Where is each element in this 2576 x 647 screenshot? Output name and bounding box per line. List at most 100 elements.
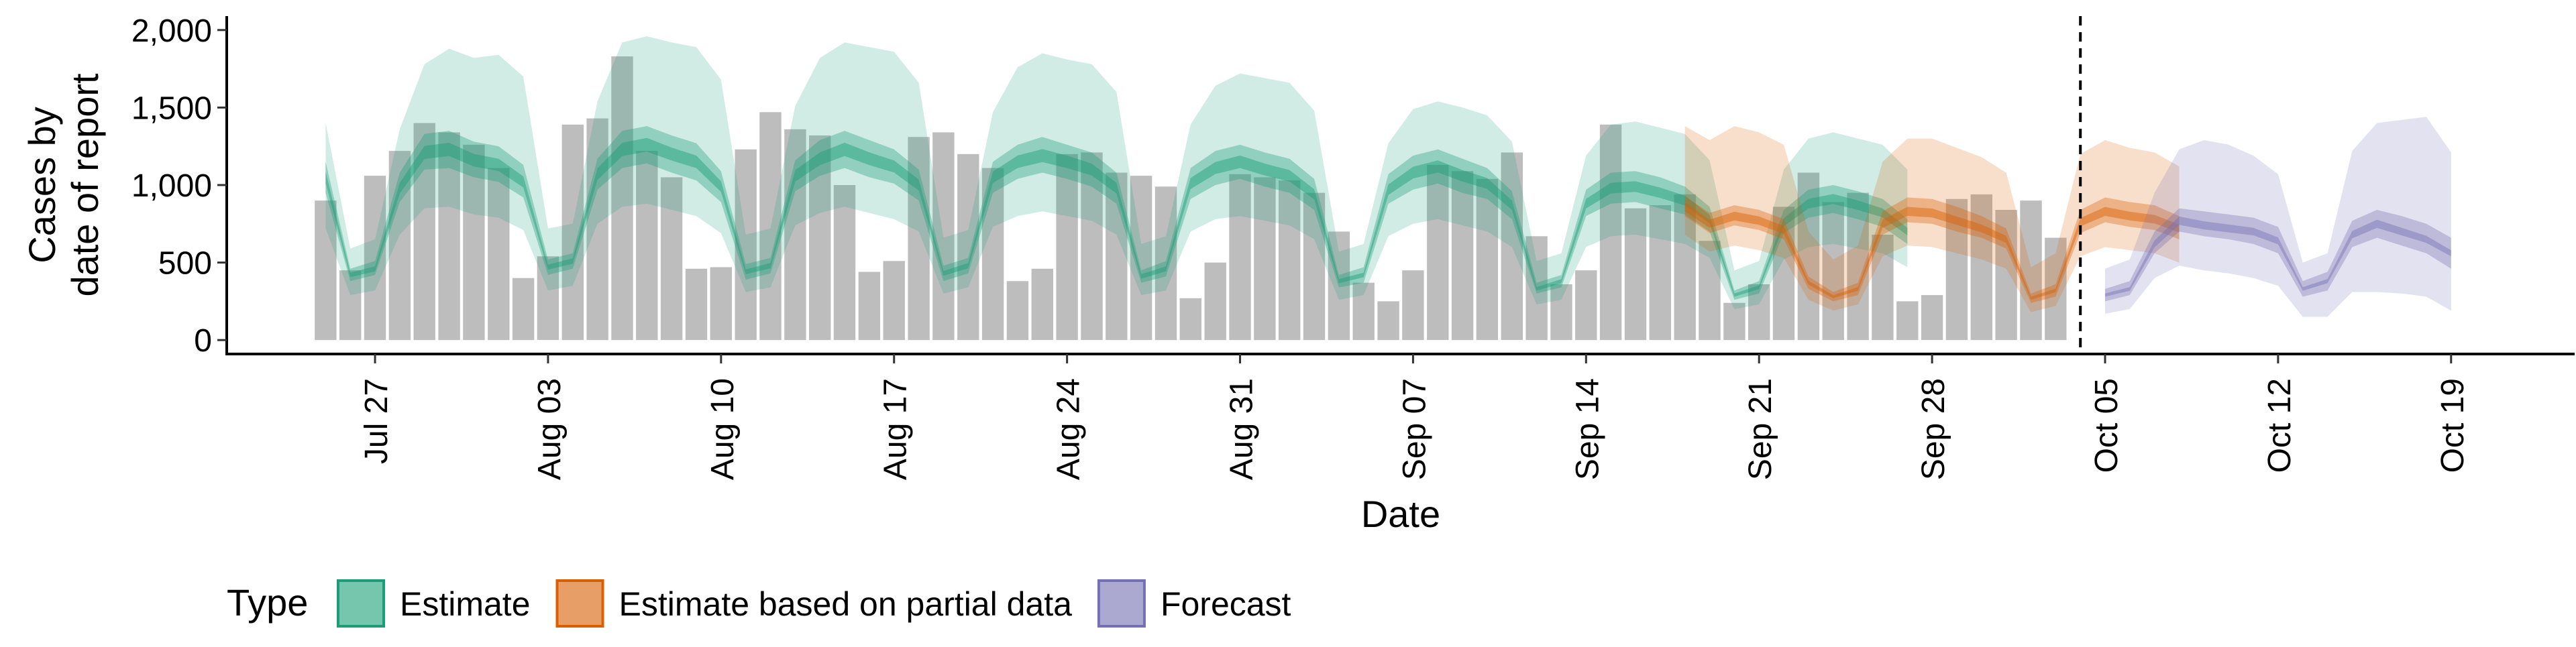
reported-bar — [1945, 198, 1968, 341]
reported-bar — [1872, 235, 1894, 341]
reported-bar — [388, 151, 411, 341]
y-tick-label: 500 — [158, 246, 212, 282]
estimate-based-on-partial-data-median-band — [1684, 202, 2180, 300]
estimate-based-on-partial-data-inner-band — [1684, 196, 2180, 303]
legend-label: Forecast — [1161, 585, 1291, 623]
x-axis-title: Date — [1361, 493, 1440, 535]
y-axis-title-line: date of report — [64, 73, 106, 297]
reported-bar — [1328, 231, 1350, 341]
reported-bar — [685, 268, 708, 341]
reported-bar — [586, 118, 608, 341]
x-tick-label: Sep 28 — [1916, 378, 1951, 480]
reported-bar — [561, 124, 584, 341]
x-tick-label: Sep 21 — [1743, 378, 1778, 480]
estimate-based-on-partial-data-outer-band — [1684, 126, 2180, 312]
reported-bar — [1723, 302, 1746, 341]
reported-bar — [611, 56, 633, 341]
reported-bar — [1204, 262, 1226, 341]
reported-bar — [1130, 176, 1152, 341]
legend-swatch — [555, 579, 604, 628]
reported-bar — [1797, 172, 1820, 341]
reported-bar — [908, 137, 930, 341]
reported-bar — [833, 185, 856, 341]
reported-bar — [1402, 270, 1424, 341]
y-tick-label: 1,500 — [131, 91, 212, 126]
reported-bar — [710, 267, 732, 341]
axes: 0 500 1,000 1,500 2,000 Jul 27 Aug 03 Aug 10 Aug… — [21, 13, 2575, 535]
reported-bar — [858, 272, 881, 341]
x-tick-label: Jul 27 — [359, 378, 394, 464]
reported-bar — [2020, 200, 2042, 341]
reported-bar — [1699, 241, 1721, 341]
reported-bar — [1599, 124, 1622, 341]
reported-bar — [1303, 192, 1326, 341]
reported-bar — [1377, 301, 1399, 341]
legend-swatch — [1097, 579, 1146, 628]
reported-bar — [1279, 180, 1301, 341]
reported-bar — [1748, 284, 1770, 341]
reported-bar — [1649, 205, 1671, 341]
reported-bar — [1995, 210, 2017, 341]
reported-bar — [883, 261, 905, 341]
reported-bar — [1056, 154, 1078, 341]
reported-bar — [1896, 301, 1919, 341]
reported-bar — [981, 168, 1004, 341]
x-tick-label: Aug 17 — [878, 378, 914, 480]
reported-bar — [438, 132, 460, 341]
legend-swatch — [337, 579, 385, 628]
reported-bar — [784, 129, 806, 341]
estimate-ribbons — [325, 36, 2451, 317]
estimate-outer-band — [325, 36, 1908, 309]
x-tick-label: Sep 07 — [1397, 378, 1432, 480]
reported-bar — [1674, 194, 1696, 341]
reported-bar — [1525, 236, 1548, 341]
y-tick-label: 2,000 — [131, 13, 212, 49]
reported-cases-bars — [315, 56, 2067, 341]
y-axis-title-line: Cases by — [21, 107, 63, 263]
reported-bar — [1847, 192, 1869, 341]
reported-bar — [413, 123, 435, 341]
reported-bar — [1970, 194, 1992, 341]
estimate-inner-band — [325, 126, 1908, 300]
forecast-outer-band — [2105, 117, 2451, 317]
x-tick-label: Aug 24 — [1051, 378, 1087, 480]
legend-label: Estimate — [400, 585, 531, 623]
legend-label: Estimate based on partial data — [619, 585, 1073, 623]
reported-bar — [809, 135, 831, 341]
reported-bar — [1550, 284, 1572, 341]
reported-bar — [932, 132, 955, 341]
x-tick-label: Aug 03 — [532, 378, 568, 480]
reported-bar — [636, 151, 658, 341]
y-axis-title: Cases bydate of report — [21, 73, 106, 297]
reported-bar — [1624, 208, 1647, 341]
legend-title: Type — [227, 581, 308, 624]
reported-bar — [1031, 268, 1053, 341]
x-tick-label: Oct 12 — [2262, 378, 2298, 473]
reported-bar — [1352, 282, 1375, 341]
reported-bar — [315, 200, 337, 341]
x-tick-label: Aug 10 — [705, 378, 741, 480]
x-tick-label: Oct 05 — [2089, 378, 2125, 473]
reported-bar — [957, 154, 979, 341]
forecast-inner-band — [2105, 208, 2451, 302]
reported-bar — [735, 149, 757, 341]
x-tick-label: Sep 14 — [1570, 378, 1605, 480]
reported-bar — [1155, 186, 1177, 341]
reported-bar — [488, 168, 510, 341]
reported-bar — [1106, 172, 1128, 341]
reported-bar — [759, 112, 782, 341]
reported-bar — [1179, 298, 1201, 341]
reported-bar — [1006, 281, 1029, 341]
reported-bar — [339, 270, 362, 341]
reported-bar — [1476, 178, 1499, 341]
reported-bar — [364, 176, 386, 341]
reported-bar — [1254, 177, 1276, 341]
reported-bar — [537, 256, 559, 341]
y-tick-label: 0 — [194, 323, 212, 359]
reported-bar — [2045, 237, 2067, 341]
reported-bar — [512, 278, 535, 341]
reported-bar — [1822, 202, 1844, 341]
reported-bar — [660, 177, 683, 341]
